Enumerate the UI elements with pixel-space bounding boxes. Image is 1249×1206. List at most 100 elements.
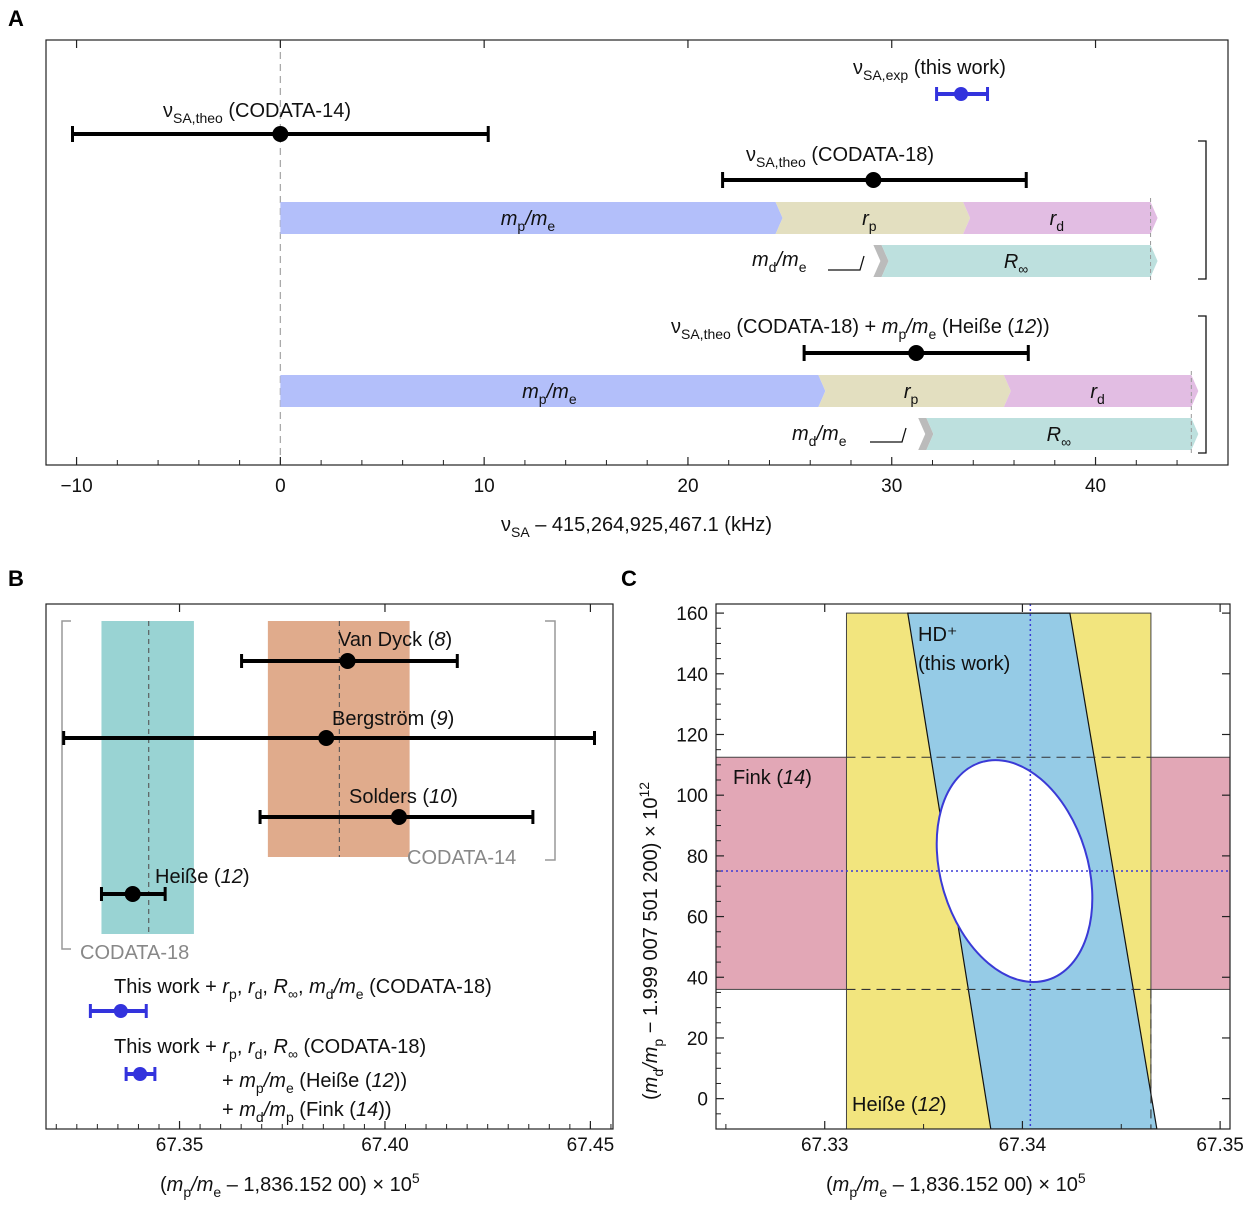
ytick-label-c-5: 100 (676, 786, 708, 807)
xtick-label-c-0: 67.33 (801, 1135, 849, 1156)
pointer-line-2 (870, 427, 907, 443)
band-codata-18 (101, 621, 194, 934)
budget-seg-2-1 (818, 375, 1011, 407)
budget-seg-0-0 (280, 202, 783, 234)
label-hd-plus: HD⁺ (918, 624, 957, 646)
label-exp: νSA,exp (this work) (853, 57, 1006, 83)
codata-bands (101, 621, 410, 934)
budget-seg-1-1 (881, 245, 1158, 277)
label-md-me-1: md/me (752, 249, 807, 275)
label-bergstrom: Bergström (9) (332, 708, 454, 730)
bracket-codata14-b (545, 620, 556, 861)
ytick-label-c-6: 120 (676, 725, 708, 746)
ytick-label-c-8: 160 (676, 604, 708, 625)
label-codata18-heisse: νSA,theo (CODATA-18) + mp/me (Heiße (12)… (671, 316, 1050, 342)
label-this-work-2c: + md/mp (Fink (14)) (222, 1099, 392, 1125)
x-axis-label-c: (mp/me – 1,836.152 00) × 105 (826, 1170, 1086, 1200)
ytick-label-c-2: 40 (687, 968, 708, 989)
budget-label-0-0: mp/me (501, 208, 556, 234)
budget-seg-1-0 (873, 245, 889, 277)
ytick-label-c-7: 140 (676, 665, 708, 686)
budget-label-1-1: R∞ (1004, 251, 1028, 277)
point-solders-point (390, 809, 407, 825)
budget-seg-3-0 (918, 418, 934, 450)
budget-label-2-1: rp (904, 381, 919, 407)
panel-b-letter: B (8, 566, 24, 591)
xtick-label-c-2: 67.35 (1196, 1135, 1244, 1156)
bracket-codata18-b (61, 620, 71, 950)
frequency-points (70, 87, 1030, 361)
budget-label-2-0: mp/me (522, 381, 577, 407)
point-this-work-2-point (133, 1067, 148, 1081)
point-bergstrm-point (318, 730, 335, 746)
ytick-label-c-1: 20 (687, 1029, 708, 1050)
panel-c-frame (715, 603, 1231, 1130)
panel-a-frame (45, 39, 1229, 466)
budget-label-0-2: rd (1050, 208, 1064, 234)
xtick-label-a-2: 10 (474, 476, 495, 497)
bracket-codata18 (1198, 140, 1207, 280)
point-c14-point (272, 126, 289, 142)
point-c18-point (865, 172, 882, 188)
label-codata14: νSA,theo (CODATA-14) (163, 100, 351, 126)
uncertainty-budget-bars: mp/me rp rd R∞ mp/me rp rd R∞ (280, 198, 1199, 454)
budget-seg-2-0 (280, 375, 826, 407)
label-van-dyck: Van Dyck (8) (338, 629, 452, 651)
point-exp-point (954, 87, 969, 101)
xtick-label-b-0: 67.35 (156, 1135, 204, 1156)
measurement-labels: Van Dyck (8) Bergström (9) Solders (10) … (155, 629, 458, 888)
budget-seg-2-2 (1003, 375, 1199, 407)
label-this-work-2b: + mp/me (Heiße (12)) (222, 1070, 407, 1096)
label-heisse-c: Heiße (12) (852, 1094, 947, 1116)
x-axis-ticks-b: 67.35 67.40 67.45 (55, 604, 615, 1156)
label-this-work-1: This work + rp, rd, R∞, md/me (CODATA-18… (114, 976, 492, 1002)
band-label-codata18: CODATA-18 (80, 942, 189, 964)
xtick-label-c-1: 67.34 (999, 1135, 1047, 1156)
frequency-labels: νSA,exp (this work) νSA,theo (CODATA-14)… (163, 57, 1050, 342)
axis-ticks-c: 67.33 67.34 67.35 0 20 40 60 80 100 120 140 160 (676, 604, 1244, 1156)
xtick-label-b-2: 67.45 (567, 1135, 615, 1156)
label-codata18: νSA,theo (CODATA-18) (746, 144, 934, 170)
label-heisse: Heiße (12) (155, 866, 250, 888)
ytick-label-c-4: 80 (687, 847, 708, 868)
label-this-work-2a: This work + rp, rd, R∞ (CODATA-18) (114, 1036, 426, 1062)
y-axis-label-c: (md/mp − 1.999 007 501 200) × 1012 (636, 782, 666, 1100)
panel-a-letter: A (8, 6, 24, 31)
point-this-work-1-point (113, 1004, 128, 1018)
ytick-label-c-0: 0 (697, 1090, 708, 1111)
x-axis-label-a: νSA – 415,264,925,467.1 (kHz) (501, 514, 772, 540)
label-fink: Fink (14) (733, 767, 812, 789)
point-c18h-point (908, 345, 925, 361)
budget-label-2-2: rd (1090, 381, 1104, 407)
combined-ellipse (935, 759, 1094, 983)
band-label-codata14: CODATA-14 (407, 847, 516, 869)
xtick-label-b-1: 67.40 (361, 1135, 409, 1156)
panel-c-plot-area (716, 604, 1230, 1129)
this-work-labels: This work + rp, rd, R∞, md/me (CODATA-18… (114, 976, 492, 1125)
point-heie-point (124, 886, 141, 902)
budget-seg-0-1 (775, 202, 971, 234)
xtick-label-a-3: 20 (677, 476, 698, 497)
xtick-label-a-4: 30 (881, 476, 902, 497)
panel-c-letter: C (621, 566, 637, 591)
panel-b-chart: CODATA-18 CODATA-14 Van Dyck (8) Bergstr… (45, 603, 615, 1200)
bracket-codata18-heisse (1198, 315, 1207, 454)
panel-c-chart: HD⁺ (this work) Fink (14) Heiße (12) 67.… (636, 603, 1244, 1200)
x-axis-ticks: −10 0 10 20 30 40 (60, 40, 1178, 497)
xtick-label-a-1: 0 (275, 476, 286, 497)
pointer-line-1 (828, 255, 865, 271)
label-solders: Solders (10) (349, 786, 458, 808)
ytick-label-c-3: 60 (687, 908, 708, 929)
budget-label-0-1: rp (862, 208, 877, 234)
x-axis-label-b: (mp/me – 1,836.152 00) × 105 (160, 1170, 420, 1200)
budget-label-3-1: R∞ (1047, 424, 1071, 450)
label-md-me-2: md/me (792, 423, 847, 449)
panel-b-frame (45, 603, 614, 1130)
budget-seg-3-1 (926, 418, 1199, 450)
xtick-label-a-0: −10 (60, 476, 92, 497)
mass-ratio-points (62, 653, 597, 1081)
label-hd-this-work: (this work) (918, 653, 1010, 675)
panel-a-chart: mp/me rp rd R∞ mp/me rp rd R∞ νSA,exp (this wor… (45, 39, 1229, 540)
budget-seg-0-2 (963, 202, 1158, 234)
